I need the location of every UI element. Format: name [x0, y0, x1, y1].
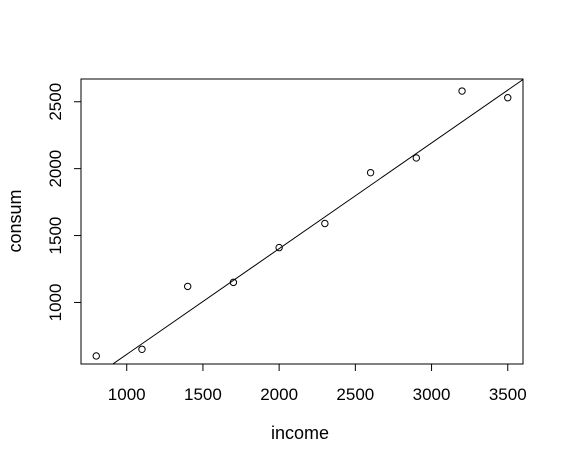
y-tick-label: 2500 — [46, 83, 65, 121]
x-tick-label: 3500 — [489, 385, 527, 404]
y-tick-label: 1500 — [46, 217, 65, 255]
x-tick-label: 1500 — [184, 385, 222, 404]
data-points — [93, 88, 511, 359]
x-tick-label: 2500 — [336, 385, 374, 404]
data-point — [184, 283, 190, 289]
x-tick-label: 2000 — [260, 385, 298, 404]
x-tick-label: 3000 — [413, 385, 451, 404]
data-point — [459, 88, 465, 94]
data-point — [93, 353, 99, 359]
data-point — [413, 155, 419, 161]
regression-line — [81, 80, 523, 387]
y-axis-title: consum — [5, 189, 25, 252]
y-axis: 1000 1500 2000 2500 — [46, 83, 81, 322]
x-tick-label: 1000 — [108, 385, 146, 404]
x-axis: 1000 1500 2000 2500 3000 3500 — [108, 364, 527, 404]
y-tick-label: 1000 — [46, 284, 65, 322]
data-point — [139, 346, 145, 352]
data-point — [322, 220, 328, 226]
plot-frame — [81, 79, 523, 364]
data-point — [367, 169, 373, 175]
fit-line-layer — [81, 80, 523, 387]
y-tick-label: 2000 — [46, 150, 65, 188]
x-axis-title: income — [271, 423, 329, 443]
data-point — [505, 95, 511, 101]
